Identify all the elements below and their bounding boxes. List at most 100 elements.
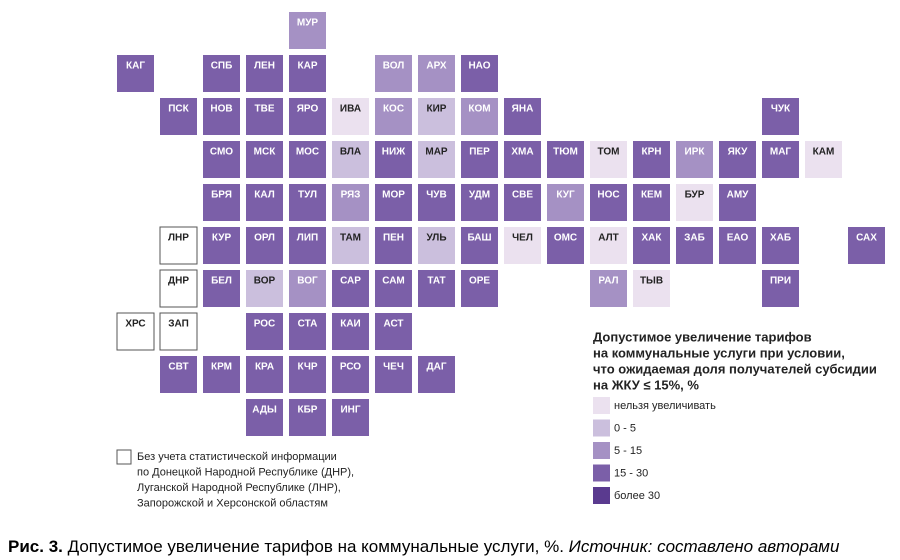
region-label: КОС [383,104,404,115]
region-label: РЯЗ [341,190,361,201]
region-tile [762,270,799,307]
region-tile [461,141,498,178]
region-tile [590,141,627,178]
region-label: КБР [298,405,318,416]
region-tile [289,399,326,436]
region-tile [418,184,455,221]
region-label: КУР [212,233,232,244]
region-label: ЯКУ [728,147,749,158]
region-tile [375,55,412,92]
region-tile [332,270,369,307]
region-label: БРЯ [211,190,232,201]
region-label: КРМ [211,362,232,373]
region-label: ЗАБ [684,233,705,244]
region-label: ХМА [511,147,533,158]
region-label: МУР [297,18,319,29]
caption-text: Допустимое увеличение тарифов на коммуна… [68,537,564,556]
region-tile [719,184,756,221]
region-tile [375,184,412,221]
region-label: ТАМ [340,233,361,244]
region-label: ЧУВ [426,190,446,201]
note-text: Луганской Народной Республике (ЛНР), [137,482,341,494]
caption-label: Рис. 3. [8,537,63,556]
region-tile [418,270,455,307]
region-tile [203,270,240,307]
region-label: РОС [254,319,276,330]
region-label: КАЛ [254,190,274,201]
region-tile [590,184,627,221]
region-label: НИЖ [382,147,406,158]
region-label: ЯРО [297,104,319,115]
region-label: ОМС [554,233,577,244]
region-tile [375,227,412,264]
region-label: ПРИ [770,276,791,287]
region-label: БЕЛ [211,276,232,287]
region-label: ЛНР [168,233,189,244]
region-tile [461,55,498,92]
region-tile [590,270,627,307]
region-tile [289,184,326,221]
region-label: САР [340,276,361,287]
region-tile [676,141,713,178]
region-tile [418,227,455,264]
legend-swatch [593,397,610,414]
region-label: КАР [298,61,318,72]
region-tile [375,313,412,350]
region-tile [332,98,369,135]
region-tile [246,55,283,92]
region-label: ДАГ [426,362,446,373]
region-tile [633,184,670,221]
region-tile [504,227,541,264]
region-tile [117,55,154,92]
region-tile [246,399,283,436]
region-tile [289,270,326,307]
region-label: ДНР [168,276,189,287]
region-tile [547,184,584,221]
region-tile [246,227,283,264]
region-tile [418,141,455,178]
region-label: БУР [685,190,705,201]
region-label: МОР [382,190,405,201]
region-label: КИР [427,104,447,115]
legend-label: нельзя увеличивать [614,400,716,412]
region-label: ХАК [642,233,663,244]
region-tile [375,270,412,307]
region-label: ХАБ [770,233,791,244]
region-label: ВЛА [340,147,361,158]
region-tile [289,12,326,49]
region-tile [289,356,326,393]
legend-label: 15 - 30 [614,467,648,479]
region-tile [633,141,670,178]
region-label: КАГ [126,61,145,72]
region-label: САМ [382,276,405,287]
region-label: ЯНА [512,104,534,115]
legend-label: 5 - 15 [614,445,642,457]
region-label: ОРЛ [254,233,275,244]
region-label: ПЕР [469,147,490,158]
region-tile [762,98,799,135]
region-label: АЛТ [598,233,618,244]
legend-title: Допустимое увеличение тарифов [593,329,812,344]
region-label: ТЮМ [553,147,578,158]
region-tile [332,356,369,393]
region-tile [203,98,240,135]
legend-title: на ЖКУ ≤ 15%, % [593,377,699,392]
region-tile [547,227,584,264]
region-tile [418,356,455,393]
region-tile [116,312,155,351]
region-tile [160,356,197,393]
region-label: СТА [298,319,318,330]
legend-swatch [593,487,610,504]
region-label: МАГ [770,147,792,158]
region-label: ТУЛ [298,190,317,201]
region-tile [332,227,369,264]
region-label: АРХ [426,61,447,72]
caption-source: Источник: составлено авторами [569,537,840,556]
region-label: ЕАО [727,233,749,244]
region-tile [246,184,283,221]
region-tile [805,141,842,178]
region-tile [676,184,713,221]
region-label: КЕМ [641,190,662,201]
